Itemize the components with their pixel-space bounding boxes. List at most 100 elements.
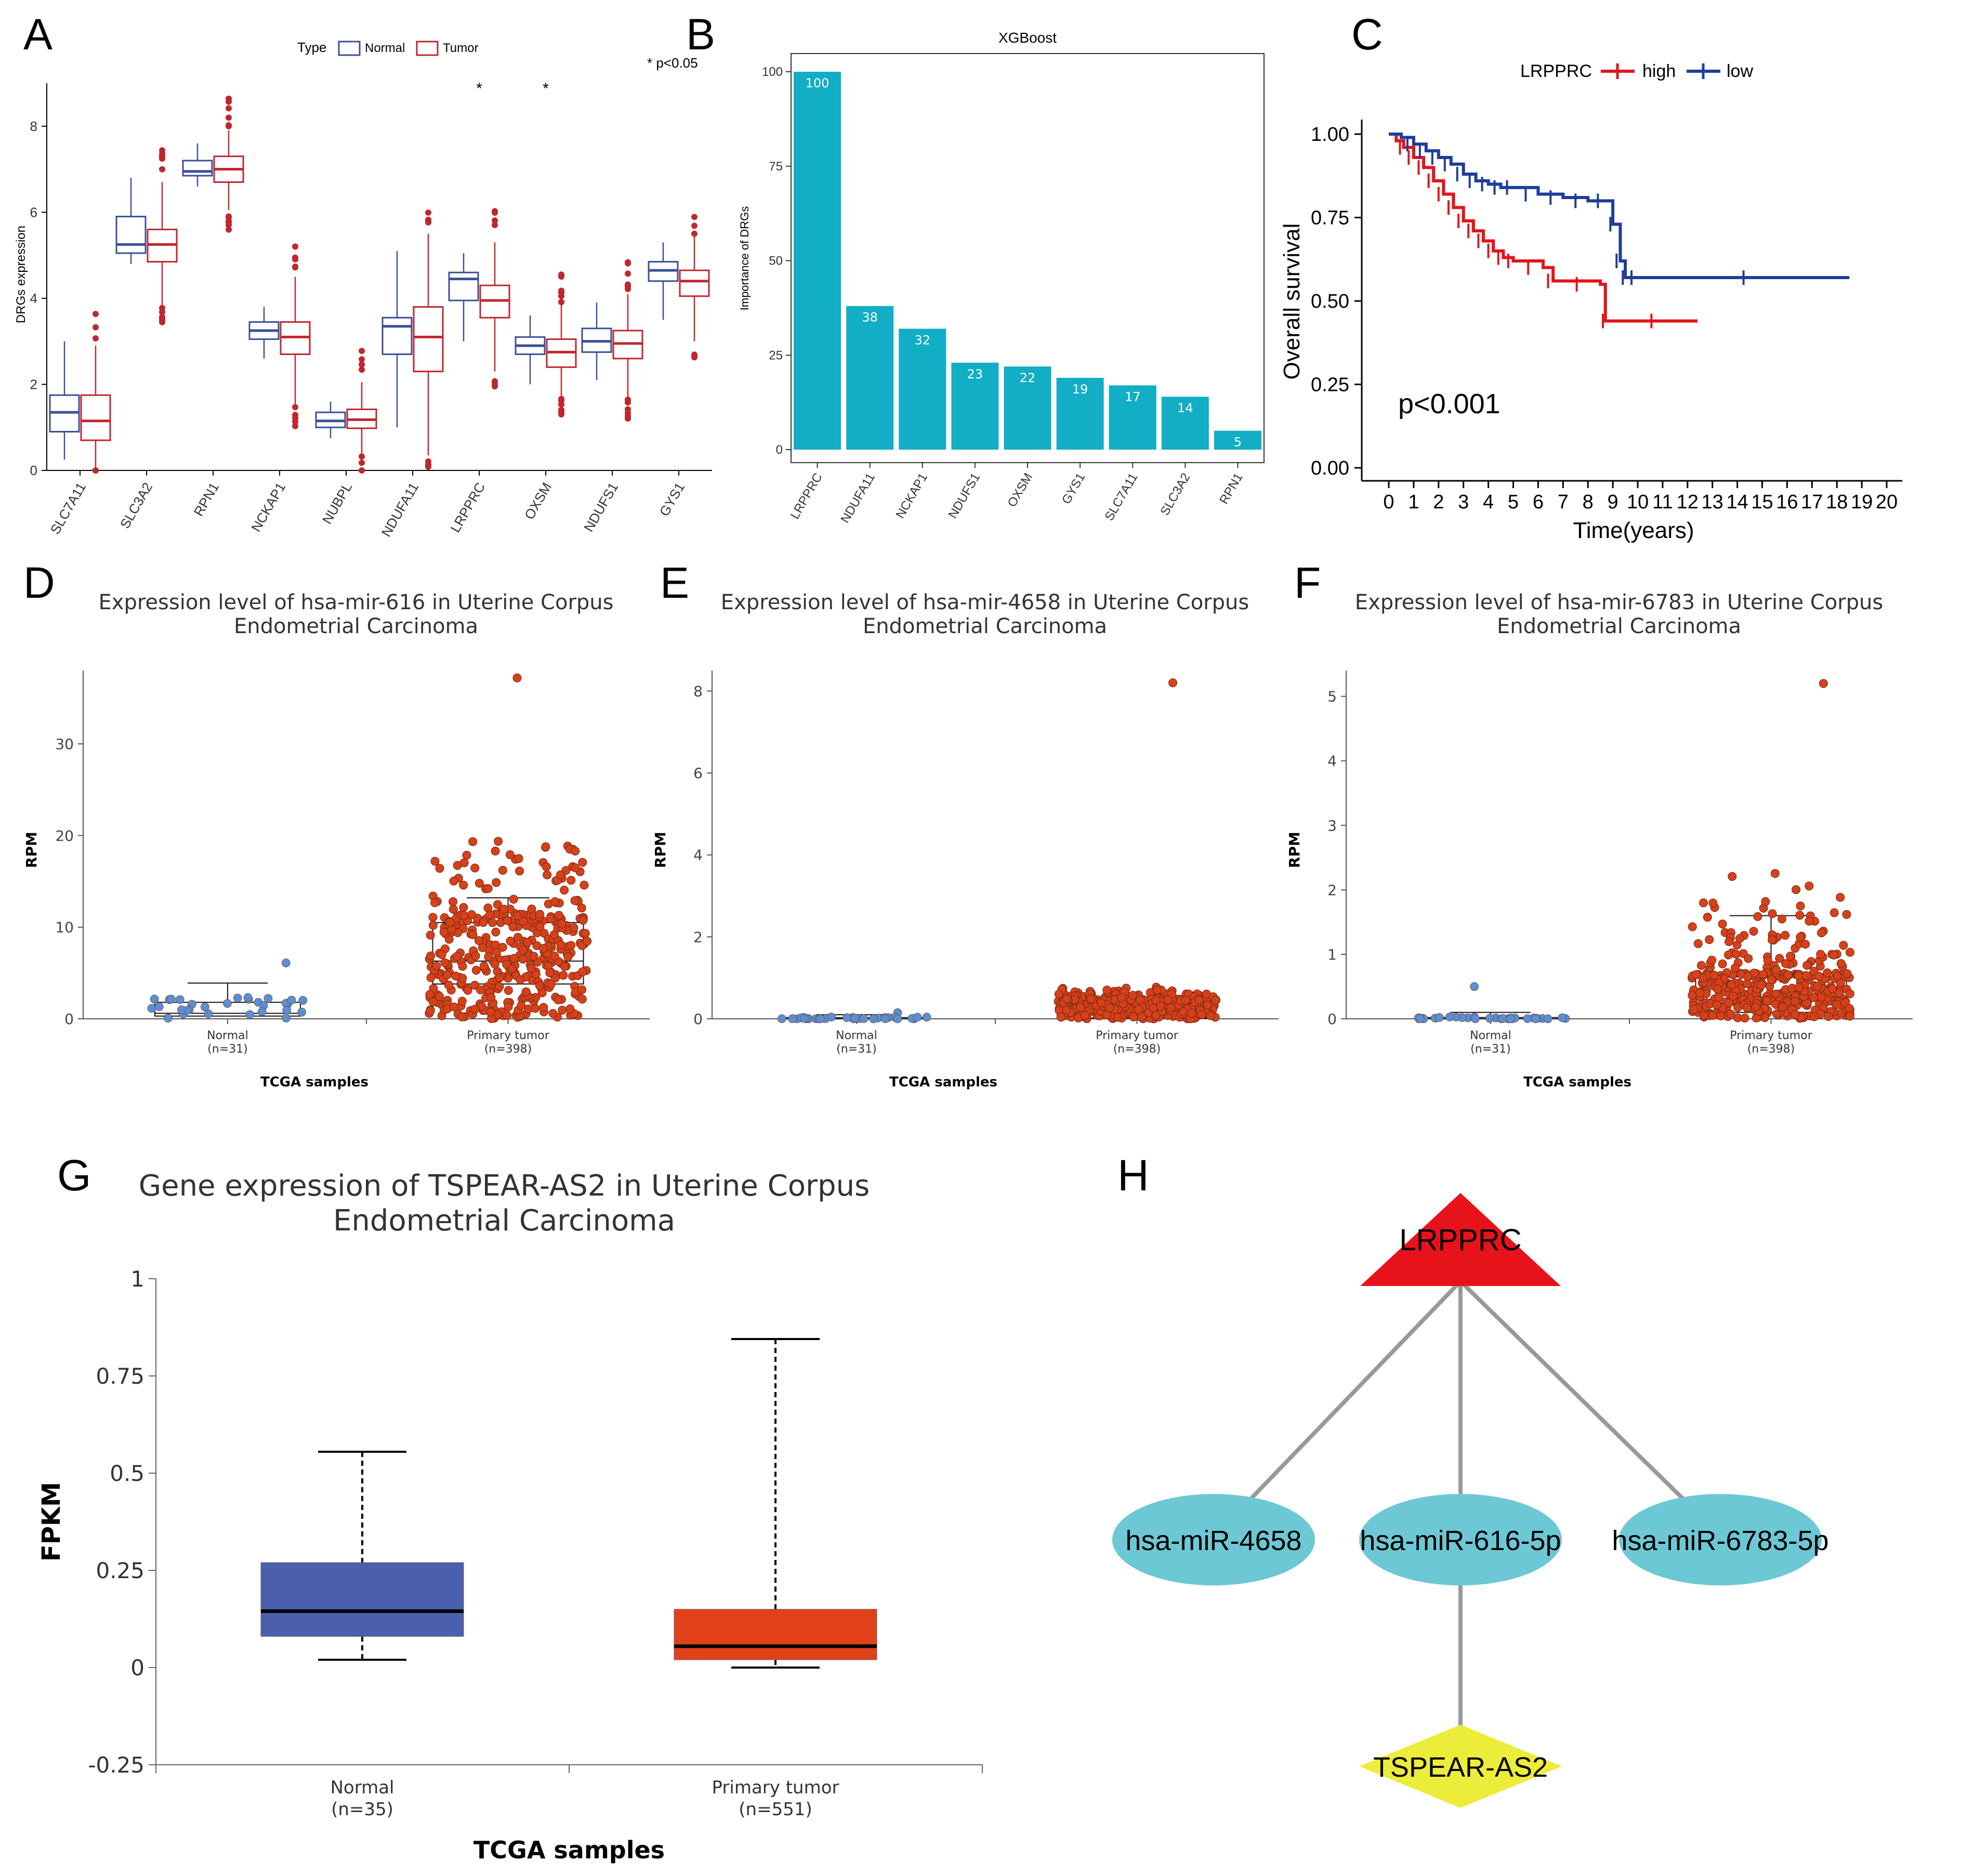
a-outlier-point — [425, 464, 431, 470]
f-point — [1778, 1002, 1787, 1012]
d-point — [556, 940, 565, 950]
d-point — [440, 958, 450, 967]
d-point — [459, 858, 469, 868]
f-point — [1753, 912, 1762, 921]
c-x-tick-label: 11 — [1652, 491, 1673, 513]
b-x-tick-label: OXSM — [1005, 471, 1035, 510]
e-point — [1076, 1003, 1085, 1012]
f-point — [1705, 935, 1714, 944]
d-point — [282, 1014, 291, 1022]
d-point — [512, 673, 522, 683]
e-point — [893, 1014, 902, 1024]
b-bar-ndufa11 — [846, 306, 894, 450]
d-point — [491, 846, 500, 856]
f-point — [1709, 970, 1719, 980]
h-node-tspear-shape — [1359, 1725, 1562, 1808]
d-point — [504, 986, 513, 995]
f-point — [1768, 935, 1777, 944]
f-y-tick-label: 0 — [1327, 1011, 1337, 1028]
d-point — [505, 850, 515, 859]
d-point — [435, 863, 444, 873]
panel-c-survival: LRPPRC high low p<0.001 Time(years) Over… — [1279, 61, 1902, 543]
c-y-tick-label: 0.75 — [1311, 207, 1349, 229]
g-group-label: Primary tumor — [712, 1777, 839, 1798]
g-y-tick-label: 0 — [130, 1655, 144, 1681]
d-point — [495, 982, 504, 991]
e-point — [1062, 1005, 1071, 1015]
f-point — [1791, 996, 1800, 1006]
f-point — [1523, 1014, 1532, 1023]
c-y-tick-label: 0.50 — [1311, 291, 1349, 312]
f-point — [1725, 937, 1734, 946]
d-point — [442, 970, 452, 979]
a-outlier-point — [492, 217, 498, 224]
d-point — [426, 951, 436, 961]
b-bar-value-label: 23 — [967, 367, 983, 382]
d-point — [449, 876, 458, 886]
d-x-axis-label: TCGA samples — [260, 1074, 369, 1090]
h-node-lrpprc-shape — [1360, 1193, 1561, 1286]
panel-f-scatter: Expression level of hsa-mir-6783 in Uter… — [1286, 591, 1913, 1090]
f-point — [1727, 980, 1736, 989]
e-point — [881, 1014, 890, 1024]
a-outlier-point — [226, 213, 232, 220]
d-y-tick-label: 20 — [55, 827, 74, 844]
a-significance-star: * — [476, 80, 482, 97]
a-outlier-point — [226, 122, 232, 128]
a-box-tumor — [679, 269, 710, 297]
e-point — [1128, 991, 1137, 1000]
panel-label-h: H — [1117, 1151, 1149, 1200]
f-point — [1728, 872, 1737, 881]
d-y-tick-label: 0 — [64, 1011, 74, 1028]
d-point — [233, 993, 242, 1003]
f-point — [1845, 1012, 1854, 1021]
d-point — [583, 937, 592, 946]
g-title-line1: Gene expression of TSPEAR-AS2 in Uterine… — [139, 1169, 870, 1203]
e-point — [1117, 993, 1126, 1002]
b-bar-value-label: 38 — [862, 310, 878, 325]
a-outlier-point — [625, 412, 631, 419]
f-group-label: Primary tumor — [1730, 1029, 1812, 1042]
d-point — [546, 979, 556, 989]
f-point — [1740, 1014, 1749, 1023]
e-point — [1105, 1003, 1114, 1013]
b-y-tick-label: 75 — [769, 160, 783, 174]
panel-label-g: G — [57, 1151, 91, 1200]
d-point — [435, 992, 444, 1001]
d-point — [451, 972, 460, 981]
d-point — [508, 922, 518, 932]
c-x-tick-label: 3 — [1458, 491, 1469, 513]
b-bar-gys1 — [1056, 377, 1104, 450]
d-point — [577, 903, 586, 913]
g-x-axis-label: TCGA samples — [473, 1836, 665, 1864]
d-point — [509, 895, 518, 904]
d-point — [488, 918, 497, 927]
panel-label-c: C — [1351, 10, 1383, 59]
f-point — [1781, 930, 1790, 940]
f-point — [1703, 912, 1712, 922]
d-point — [550, 974, 560, 983]
a-outlier-point — [292, 256, 298, 263]
g-group-n: (n=551) — [739, 1799, 812, 1820]
f-point — [1792, 885, 1801, 895]
d-point — [554, 995, 563, 1004]
d-group-label: Primary tumor — [467, 1029, 549, 1042]
f-point — [1843, 969, 1852, 978]
f-point — [1813, 981, 1822, 991]
e-point — [850, 1014, 860, 1022]
d-point — [468, 837, 478, 846]
e-point — [1197, 1010, 1206, 1019]
b-bar-nckap1 — [899, 329, 946, 450]
a-outlier-point — [359, 361, 365, 368]
f-point — [1816, 950, 1825, 959]
f-point — [1829, 950, 1838, 960]
f-point — [1730, 963, 1740, 973]
f-group-label: Normal — [1470, 1029, 1511, 1042]
f-point — [1470, 982, 1479, 991]
g-box-tumor — [674, 1609, 877, 1660]
f-point — [1772, 1009, 1781, 1018]
d-point — [577, 985, 587, 994]
d-point — [550, 951, 559, 961]
f-point — [1543, 1014, 1552, 1024]
c-x-tick-label: 14 — [1726, 491, 1748, 513]
